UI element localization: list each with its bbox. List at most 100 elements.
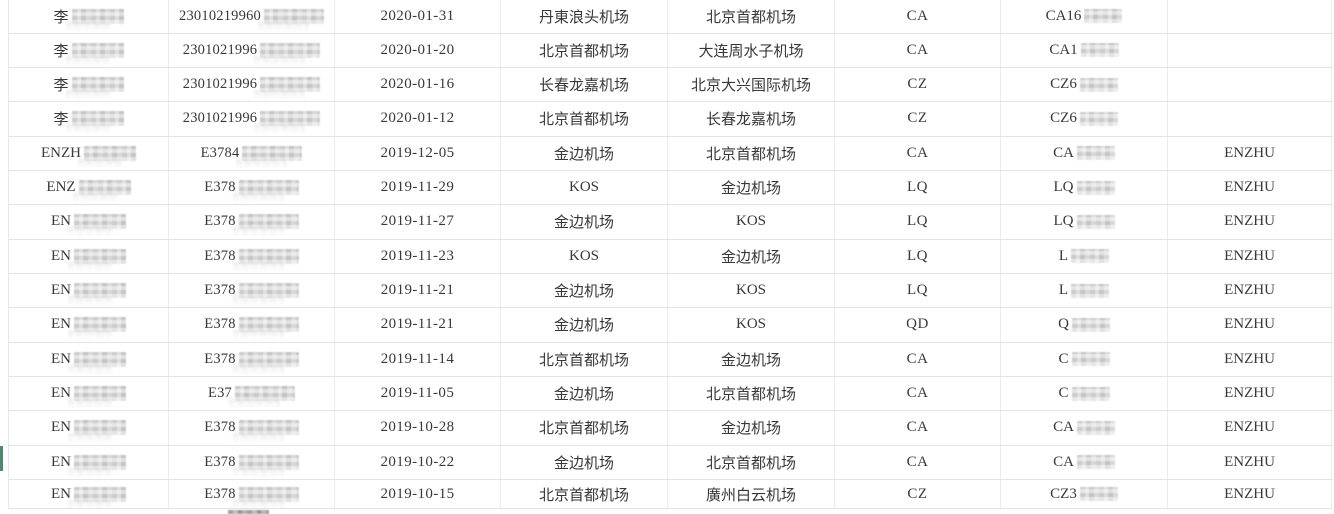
cell-departure-airport[interactable]: KOS (501, 239, 668, 273)
cell-airline-code[interactable]: CZ (835, 67, 1001, 102)
cell-departure-airport[interactable]: 金边机场 (501, 308, 668, 342)
cell-id-number[interactable]: E378 (169, 342, 335, 376)
cell-airline-code[interactable]: LQ (835, 170, 1001, 205)
cell-passenger-name[interactable]: EN (9, 411, 169, 445)
cell-id-number[interactable]: E378 (169, 239, 335, 273)
cell-flight-date[interactable]: 2019-11-21 (335, 308, 501, 342)
cell-arrival-airport[interactable]: 北京首都机场 (668, 0, 835, 33)
cell-passenger-tag[interactable] (1168, 33, 1332, 67)
cell-flight-number[interactable]: CZ3 (1001, 479, 1168, 509)
cell-passenger-name[interactable]: 李 (9, 67, 169, 102)
cell-flight-number[interactable]: CA (1001, 136, 1168, 170)
cell-id-number[interactable]: E378 (169, 308, 335, 342)
cell-flight-number[interactable]: CA1 (1001, 33, 1168, 67)
cell-id-number[interactable]: E378 (169, 273, 335, 308)
cell-departure-airport[interactable]: 金边机场 (501, 136, 668, 170)
cell-airline-code[interactable]: QD (835, 308, 1001, 342)
cell-flight-date[interactable]: 2020-01-20 (335, 33, 501, 67)
cell-flight-number[interactable]: LQ (1001, 205, 1168, 239)
cell-arrival-airport[interactable]: KOS (668, 273, 835, 308)
cell-departure-airport[interactable]: KOS (501, 170, 668, 205)
cell-departure-airport[interactable]: 丹東浪头机场 (501, 0, 668, 33)
cell-arrival-airport[interactable]: 长春龙嘉机场 (668, 102, 835, 136)
cell-passenger-tag[interactable]: ENZHU (1168, 376, 1332, 411)
cell-passenger-tag[interactable]: ENZHU (1168, 445, 1332, 479)
cell-departure-airport[interactable]: 金边机场 (501, 205, 668, 239)
cell-airline-code[interactable]: LQ (835, 239, 1001, 273)
cell-flight-number[interactable]: L (1001, 239, 1168, 273)
cell-departure-airport[interactable]: 金边机场 (501, 445, 668, 479)
cell-flight-number[interactable]: CZ6 (1001, 102, 1168, 136)
cell-passenger-name[interactable]: EN (9, 445, 169, 479)
cell-arrival-airport[interactable]: 北京大兴国际机场 (668, 67, 835, 102)
cell-passenger-tag[interactable]: ENZHU (1168, 136, 1332, 170)
cell-flight-date[interactable]: 2019-11-14 (335, 342, 501, 376)
cell-id-number[interactable]: E37 (169, 376, 335, 411)
cell-id-number[interactable]: E378 (169, 411, 335, 445)
cell-flight-date[interactable]: 2019-11-23 (335, 239, 501, 273)
cell-flight-number[interactable]: C (1001, 376, 1168, 411)
cell-id-number[interactable]: E378 (169, 479, 335, 509)
cell-id-number[interactable]: E378 (169, 205, 335, 239)
cell-airline-code[interactable]: CA (835, 136, 1001, 170)
cell-airline-code[interactable]: CA (835, 411, 1001, 445)
cell-passenger-name[interactable]: ENZ (9, 170, 169, 205)
cell-passenger-tag[interactable]: ENZHU (1168, 411, 1332, 445)
cell-passenger-name[interactable]: EN (9, 239, 169, 273)
cell-arrival-airport[interactable]: KOS (668, 308, 835, 342)
cell-arrival-airport[interactable]: 大连周水子机场 (668, 33, 835, 67)
cell-arrival-airport[interactable]: 北京首都机场 (668, 376, 835, 411)
cell-id-number[interactable]: 23010219960 (169, 0, 335, 33)
cell-passenger-tag[interactable]: ENZHU (1168, 273, 1332, 308)
cell-flight-number[interactable]: Q (1001, 308, 1168, 342)
cell-arrival-airport[interactable]: 金边机场 (668, 239, 835, 273)
cell-flight-number[interactable]: CA (1001, 411, 1168, 445)
cell-arrival-airport[interactable]: 北京首都机场 (668, 445, 835, 479)
cell-id-number[interactable]: E3784 (169, 136, 335, 170)
cell-flight-date[interactable]: 2019-10-15 (335, 479, 501, 509)
cell-id-number[interactable]: E378 (169, 445, 335, 479)
cell-arrival-airport[interactable]: 金边机场 (668, 342, 835, 376)
cell-flight-date[interactable]: 2019-10-28 (335, 411, 501, 445)
cell-passenger-tag[interactable]: ENZHU (1168, 479, 1332, 509)
cell-passenger-name[interactable]: 李 (9, 0, 169, 33)
cell-flight-date[interactable]: 2019-10-22 (335, 445, 501, 479)
cell-arrival-airport[interactable]: KOS (668, 205, 835, 239)
cell-arrival-airport[interactable]: 金边机场 (668, 411, 835, 445)
cell-passenger-name[interactable]: 李 (9, 102, 169, 136)
cell-airline-code[interactable]: CZ (835, 479, 1001, 509)
cell-passenger-name[interactable]: EN (9, 479, 169, 509)
cell-passenger-name[interactable]: EN (9, 376, 169, 411)
cell-airline-code[interactable]: CA (835, 445, 1001, 479)
cell-departure-airport[interactable]: 北京首都机场 (501, 411, 668, 445)
cell-airline-code[interactable]: CZ (835, 102, 1001, 136)
cell-flight-number[interactable]: C (1001, 342, 1168, 376)
cell-flight-date[interactable]: 2020-01-12 (335, 102, 501, 136)
cell-airline-code[interactable]: CA (835, 33, 1001, 67)
cell-flight-number[interactable]: CA (1001, 445, 1168, 479)
cell-flight-date[interactable]: 2020-01-31 (335, 0, 501, 33)
cell-passenger-name[interactable]: EN (9, 342, 169, 376)
cell-passenger-name[interactable]: ENZH (9, 136, 169, 170)
cell-flight-number[interactable]: CZ6 (1001, 67, 1168, 102)
cell-flight-number[interactable]: L (1001, 273, 1168, 308)
cell-airline-code[interactable]: CA (835, 342, 1001, 376)
cell-passenger-tag[interactable]: ENZHU (1168, 239, 1332, 273)
cell-passenger-tag[interactable]: ENZHU (1168, 308, 1332, 342)
cell-passenger-name[interactable]: 李 (9, 33, 169, 67)
cell-passenger-tag[interactable] (1168, 0, 1332, 33)
cell-passenger-tag[interactable]: ENZHU (1168, 205, 1332, 239)
cell-airline-code[interactable]: LQ (835, 273, 1001, 308)
cell-flight-date[interactable]: 2019-11-05 (335, 376, 501, 411)
cell-arrival-airport[interactable]: 金边机场 (668, 170, 835, 205)
cell-passenger-tag[interactable]: ENZHU (1168, 170, 1332, 205)
cell-departure-airport[interactable]: 长春龙嘉机场 (501, 67, 668, 102)
cell-airline-code[interactable]: CA (835, 376, 1001, 411)
cell-passenger-name[interactable]: EN (9, 273, 169, 308)
cell-flight-date[interactable]: 2020-01-16 (335, 67, 501, 102)
cell-departure-airport[interactable]: 金边机场 (501, 273, 668, 308)
cell-airline-code[interactable]: LQ (835, 205, 1001, 239)
cell-passenger-name[interactable]: EN (9, 308, 169, 342)
cell-flight-date[interactable]: 2019-11-21 (335, 273, 501, 308)
cell-departure-airport[interactable]: 金边机场 (501, 376, 668, 411)
